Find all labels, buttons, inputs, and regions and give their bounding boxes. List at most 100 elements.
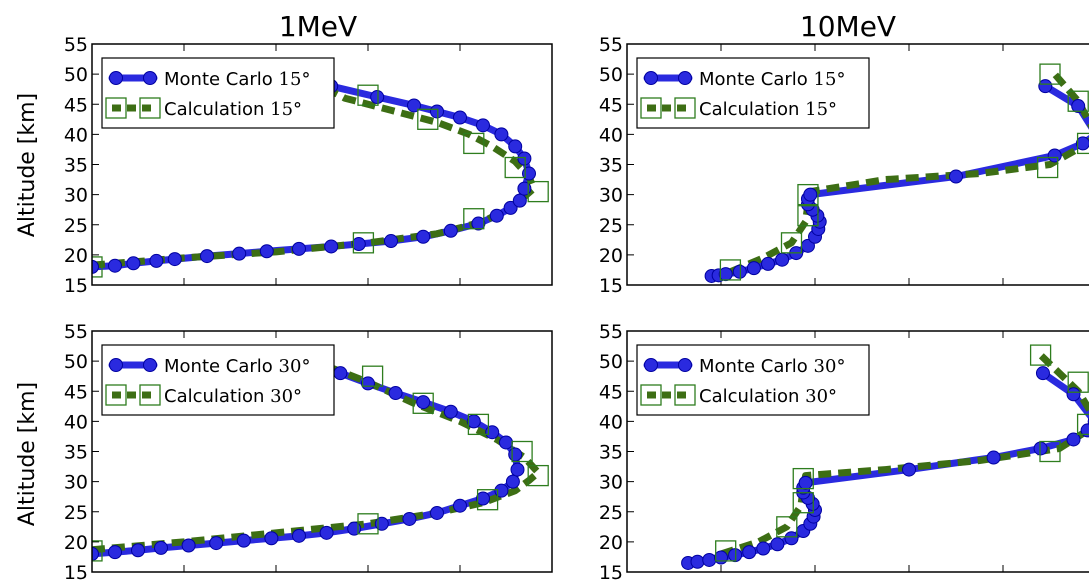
point-monte-carlo bbox=[417, 230, 430, 243]
point-monte-carlo bbox=[260, 245, 273, 258]
ytick-label: 50 bbox=[599, 351, 623, 373]
point-monte-carlo bbox=[454, 111, 467, 124]
ytick-label: 55 bbox=[64, 34, 88, 56]
legend-angle: 15° bbox=[270, 99, 302, 120]
legend-label-text: Monte Carlo bbox=[164, 69, 279, 90]
point-monte-carlo bbox=[201, 250, 214, 263]
ylabel-bottom: Altitude [km] bbox=[15, 382, 40, 526]
point-monte-carlo bbox=[762, 257, 775, 270]
ytick-label: 35 bbox=[64, 442, 88, 464]
legend-angle: 15° bbox=[805, 99, 837, 120]
point-monte-carlo bbox=[1048, 149, 1061, 162]
ytick-label: 20 bbox=[599, 532, 623, 554]
point-monte-carlo bbox=[375, 517, 388, 530]
point-monte-carlo bbox=[804, 188, 817, 201]
point-monte-carlo bbox=[518, 182, 531, 195]
point-monte-carlo bbox=[743, 546, 756, 559]
legend-marker-monte-carlo bbox=[110, 359, 123, 372]
point-monte-carlo bbox=[168, 253, 181, 266]
point-monte-carlo bbox=[127, 257, 140, 270]
point-monte-carlo bbox=[490, 209, 503, 222]
column-title-1mev: 1MeV bbox=[279, 10, 357, 43]
legend-label-text: Monte Carlo bbox=[699, 69, 814, 90]
point-monte-carlo bbox=[371, 91, 384, 104]
point-monte-carlo bbox=[703, 553, 716, 566]
legend-label-text: Monte Carlo bbox=[164, 356, 279, 377]
legend-marker-monte-carlo bbox=[679, 72, 692, 85]
point-monte-carlo bbox=[417, 396, 430, 409]
legend-label-text: Calculation bbox=[164, 99, 270, 120]
point-monte-carlo bbox=[1076, 137, 1089, 150]
legend-angle: 30° bbox=[805, 386, 837, 407]
point-monte-carlo bbox=[903, 463, 916, 476]
point-monte-carlo bbox=[403, 512, 416, 525]
point-monte-carlo bbox=[776, 253, 789, 266]
point-monte-carlo bbox=[747, 262, 760, 275]
point-monte-carlo bbox=[486, 426, 499, 439]
point-monte-carlo bbox=[182, 539, 195, 552]
ytick-label: 35 bbox=[64, 155, 88, 177]
point-monte-carlo bbox=[477, 119, 490, 132]
point-monte-carlo bbox=[320, 526, 333, 539]
ytick-label: 15 bbox=[599, 562, 623, 584]
point-monte-carlo bbox=[987, 451, 1000, 464]
point-monte-carlo bbox=[431, 105, 444, 118]
ytick-label: 35 bbox=[599, 442, 623, 464]
point-monte-carlo bbox=[757, 542, 770, 555]
legend-marker-monte-carlo bbox=[110, 72, 123, 85]
point-monte-carlo bbox=[431, 506, 444, 519]
panel-1: 152025303540455055Monte Carlo 15°Calcula… bbox=[64, 34, 552, 297]
ytick-label: 40 bbox=[64, 124, 88, 146]
legend-label-text: Calculation bbox=[699, 386, 805, 407]
legend-label-calculation: Calculation 30° bbox=[699, 386, 837, 407]
point-monte-carlo bbox=[509, 140, 522, 153]
point-monte-carlo bbox=[132, 544, 145, 557]
legend-label-monte-carlo: Monte Carlo 15° bbox=[699, 69, 845, 90]
point-monte-carlo bbox=[1067, 388, 1080, 401]
ytick-label: 15 bbox=[64, 562, 88, 584]
point-monte-carlo bbox=[444, 224, 457, 237]
ytick-label: 50 bbox=[64, 351, 88, 373]
legend-marker-monte-carlo bbox=[679, 359, 692, 372]
ytick-label: 55 bbox=[64, 321, 88, 343]
ytick-label: 30 bbox=[599, 472, 623, 494]
point-monte-carlo bbox=[334, 367, 347, 380]
point-monte-carlo bbox=[325, 240, 338, 253]
point-monte-carlo bbox=[511, 463, 524, 476]
point-monte-carlo bbox=[352, 238, 365, 251]
point-monte-carlo bbox=[799, 476, 812, 489]
legend-label-text: Calculation bbox=[164, 386, 270, 407]
point-monte-carlo bbox=[109, 259, 122, 272]
ytick-label: 25 bbox=[599, 215, 623, 237]
ytick-label: 40 bbox=[64, 411, 88, 433]
ytick-label: 25 bbox=[599, 502, 623, 524]
point-monte-carlo bbox=[1036, 367, 1049, 380]
point-monte-carlo bbox=[293, 529, 306, 542]
legend-label-monte-carlo: Monte Carlo 15° bbox=[164, 69, 310, 90]
point-monte-carlo bbox=[771, 538, 784, 551]
point-monte-carlo bbox=[408, 99, 421, 112]
point-monte-carlo bbox=[500, 436, 513, 449]
panel-3: 152025303540455055Monte Carlo 30°Calcula… bbox=[64, 321, 552, 584]
ytick-label: 35 bbox=[599, 155, 623, 177]
legend: Monte Carlo 15° Calculation 15° bbox=[637, 58, 869, 128]
legend: Monte Carlo 30°Calculation 30° bbox=[102, 345, 334, 415]
point-monte-carlo bbox=[210, 537, 223, 550]
ytick-label: 45 bbox=[599, 381, 623, 403]
ytick-label: 15 bbox=[599, 275, 623, 297]
ytick-label: 40 bbox=[599, 124, 623, 146]
legend-marker-monte-carlo bbox=[144, 359, 157, 372]
legend-angle: 30° bbox=[270, 386, 302, 407]
legend: Monte Carlo 30°Calculation 30° bbox=[637, 345, 869, 415]
ytick-label: 50 bbox=[64, 64, 88, 86]
point-monte-carlo bbox=[518, 152, 531, 165]
legend-angle: 30° bbox=[814, 356, 846, 377]
ylabel-top: Altitude [km] bbox=[15, 93, 40, 237]
legend-label-text: Calculation bbox=[699, 99, 805, 120]
panel-2: 152025303540455055Monte Carlo 15°Calcula… bbox=[599, 34, 1089, 297]
point-monte-carlo bbox=[265, 532, 278, 545]
ytick-label: 20 bbox=[599, 245, 623, 267]
point-monte-carlo bbox=[385, 235, 398, 248]
ytick-label: 50 bbox=[599, 64, 623, 86]
